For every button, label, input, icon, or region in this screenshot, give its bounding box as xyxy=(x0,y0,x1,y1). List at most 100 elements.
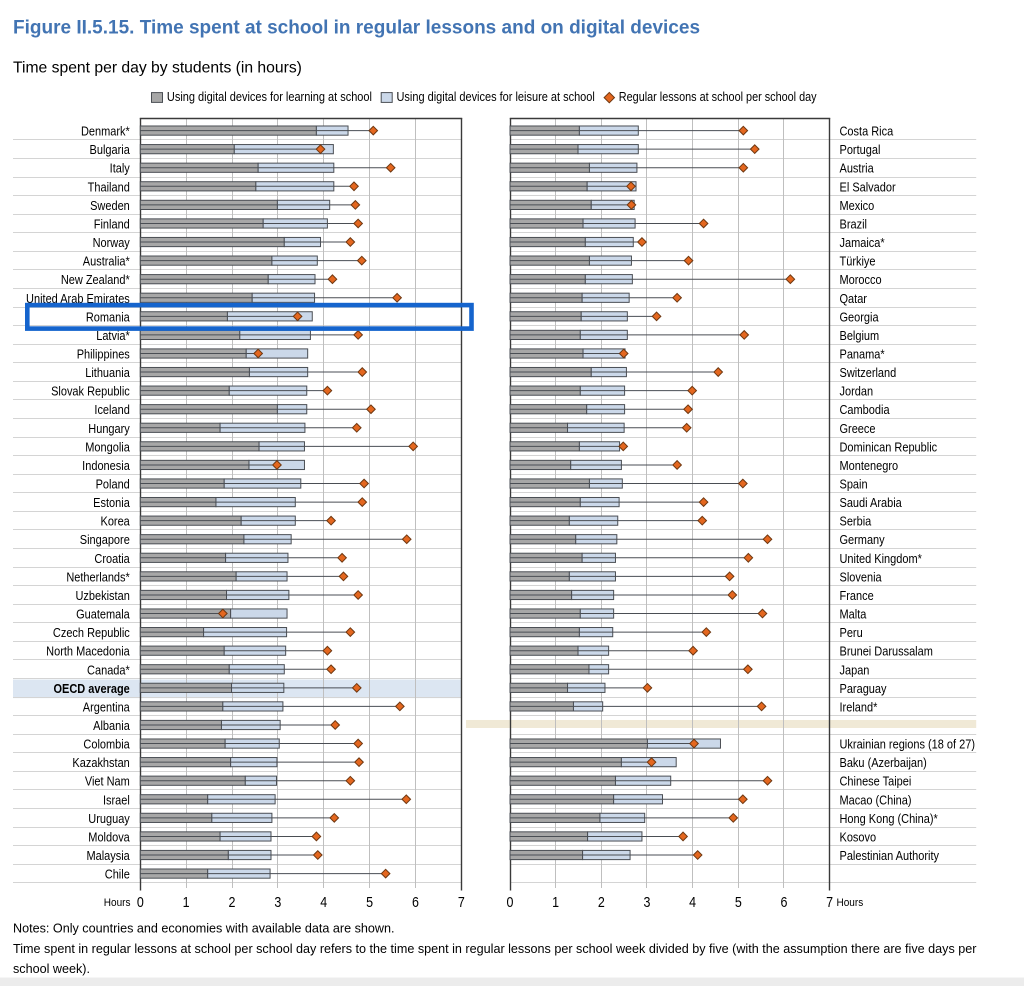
svg-text:Palestinian Authority: Palestinian Authority xyxy=(840,848,940,863)
svg-text:Indonesia: Indonesia xyxy=(82,458,130,473)
svg-text:Portugal: Portugal xyxy=(840,142,881,157)
svg-text:Australia*: Australia* xyxy=(83,254,130,269)
svg-text:Italy: Italy xyxy=(110,161,130,176)
svg-text:Iceland: Iceland xyxy=(94,402,129,417)
svg-text:6: 6 xyxy=(412,894,419,910)
svg-text:3: 3 xyxy=(644,894,651,910)
svg-text:Czech Republic: Czech Republic xyxy=(53,625,130,640)
svg-text:0: 0 xyxy=(507,894,514,910)
svg-text:Peru: Peru xyxy=(840,625,863,640)
svg-text:Moldova: Moldova xyxy=(88,830,130,845)
svg-text:North Macedonia: North Macedonia xyxy=(46,644,130,659)
svg-text:Georgia: Georgia xyxy=(840,310,879,325)
svg-text:Estonia: Estonia xyxy=(93,495,130,510)
svg-text:Paraguay: Paraguay xyxy=(840,681,887,696)
svg-text:Baku (Azerbaijan): Baku (Azerbaijan) xyxy=(840,755,927,770)
svg-text:Norway: Norway xyxy=(93,235,130,250)
svg-text:Mexico: Mexico xyxy=(840,198,875,213)
svg-text:Israel: Israel xyxy=(103,793,130,808)
svg-text:Finland: Finland xyxy=(94,217,130,232)
svg-text:Romania: Romania xyxy=(86,310,130,325)
svg-text:Time spent per day by students: Time spent per day by students (in hours… xyxy=(13,60,302,77)
svg-text:Austria: Austria xyxy=(840,161,875,176)
svg-text:Notes: Only countries and econ: Notes: Only countries and economies with… xyxy=(13,922,395,936)
svg-text:Malaysia: Malaysia xyxy=(86,848,130,863)
svg-text:Slovenia: Slovenia xyxy=(840,570,883,585)
svg-text:Sweden: Sweden xyxy=(90,198,130,213)
svg-text:Greece: Greece xyxy=(840,421,876,436)
svg-text:Argentina: Argentina xyxy=(83,700,130,715)
svg-text:Using digital devices for lear: Using digital devices for learning at sc… xyxy=(167,89,372,104)
svg-text:Guatemala: Guatemala xyxy=(76,607,130,622)
svg-text:0: 0 xyxy=(137,894,144,910)
svg-text:Spain: Spain xyxy=(840,477,868,492)
svg-text:Singapore: Singapore xyxy=(80,533,130,548)
svg-text:Ukrainian regions (18 of 27): Ukrainian regions (18 of 27) xyxy=(840,737,976,752)
svg-text:Uzbekistan: Uzbekistan xyxy=(75,588,129,603)
svg-text:El Salvador: El Salvador xyxy=(840,180,896,195)
svg-text:Belgium: Belgium xyxy=(840,328,880,343)
svg-text:Latvia*: Latvia* xyxy=(96,328,130,343)
svg-text:Croatia: Croatia xyxy=(94,551,130,566)
svg-text:Thailand: Thailand xyxy=(88,180,130,195)
svg-text:Chinese Taipei: Chinese Taipei xyxy=(840,774,912,789)
svg-text:Panama*: Panama* xyxy=(840,347,886,362)
svg-text:7: 7 xyxy=(458,894,465,910)
svg-text:Dominican Republic: Dominican Republic xyxy=(840,440,938,455)
svg-text:Saudi Arabia: Saudi Arabia xyxy=(840,495,903,510)
svg-text:Denmark*: Denmark* xyxy=(81,124,130,139)
svg-text:Regular lessons at school per: Regular lessons at school per school day xyxy=(619,91,817,105)
svg-text:Netherlands*: Netherlands* xyxy=(66,570,130,585)
svg-text:Hours: Hours xyxy=(837,896,864,909)
svg-text:Türkiye: Türkiye xyxy=(840,254,876,269)
svg-text:Time spent in regular lessons: Time spent in regular lessons at school … xyxy=(13,942,976,956)
svg-text:Jamaica*: Jamaica* xyxy=(840,235,886,250)
svg-text:New Zealand*: New Zealand* xyxy=(61,272,130,287)
svg-text:Using digital devices for leis: Using digital devices for leisure at sch… xyxy=(397,89,595,104)
svg-text:6: 6 xyxy=(780,894,787,910)
svg-text:Qatar: Qatar xyxy=(840,291,868,306)
svg-text:United Kingdom*: United Kingdom* xyxy=(840,551,923,566)
svg-text:Korea: Korea xyxy=(100,514,130,529)
svg-text:7: 7 xyxy=(826,894,833,910)
svg-text:Ireland*: Ireland* xyxy=(840,700,878,715)
svg-text:school week).: school week). xyxy=(13,962,90,976)
svg-text:5: 5 xyxy=(735,894,742,910)
svg-text:2: 2 xyxy=(598,894,605,910)
svg-text:Jordan: Jordan xyxy=(840,384,874,399)
svg-text:Brazil: Brazil xyxy=(840,217,867,232)
svg-text:Mongolia: Mongolia xyxy=(85,440,130,455)
svg-text:Uruguay: Uruguay xyxy=(88,811,130,826)
svg-text:5: 5 xyxy=(366,894,373,910)
svg-text:Morocco: Morocco xyxy=(840,272,882,287)
svg-text:Canada*: Canada* xyxy=(87,663,130,678)
svg-text:Malta: Malta xyxy=(840,607,867,622)
svg-text:Slovak Republic: Slovak Republic xyxy=(51,384,130,399)
svg-text:United Arab Emirates: United Arab Emirates xyxy=(26,291,130,306)
svg-text:Japan: Japan xyxy=(840,663,870,678)
svg-text:Figure II.5.15. Time spent at: Figure II.5.15. Time spent at school in … xyxy=(13,17,700,38)
svg-text:Hours: Hours xyxy=(104,896,131,909)
svg-text:Poland: Poland xyxy=(96,477,130,492)
svg-text:Costa Rica: Costa Rica xyxy=(840,124,894,139)
svg-text:Hungary: Hungary xyxy=(88,421,130,436)
svg-text:France: France xyxy=(840,588,875,603)
svg-text:OECD average: OECD average xyxy=(54,681,131,696)
svg-text:Kosovo: Kosovo xyxy=(840,830,877,845)
svg-text:Chile: Chile xyxy=(105,867,130,882)
svg-text:Colombia: Colombia xyxy=(83,737,130,752)
svg-text:Cambodia: Cambodia xyxy=(840,402,890,417)
svg-text:Brunei Darussalam: Brunei Darussalam xyxy=(840,644,934,659)
svg-text:Serbia: Serbia xyxy=(840,514,872,529)
svg-text:Philippines: Philippines xyxy=(77,347,130,362)
svg-text:Albania: Albania xyxy=(93,718,130,733)
svg-text:Macao (China): Macao (China) xyxy=(840,793,912,808)
svg-text:Montenegro: Montenegro xyxy=(840,458,899,473)
svg-text:Switzerland: Switzerland xyxy=(840,365,897,380)
svg-text:Lithuania: Lithuania xyxy=(85,365,130,380)
svg-text:Kazakhstan: Kazakhstan xyxy=(72,755,129,770)
svg-text:Bulgaria: Bulgaria xyxy=(90,142,131,157)
svg-text:1: 1 xyxy=(183,894,190,910)
svg-text:2: 2 xyxy=(229,894,236,910)
svg-text:Hong Kong (China)*: Hong Kong (China)* xyxy=(840,811,939,826)
